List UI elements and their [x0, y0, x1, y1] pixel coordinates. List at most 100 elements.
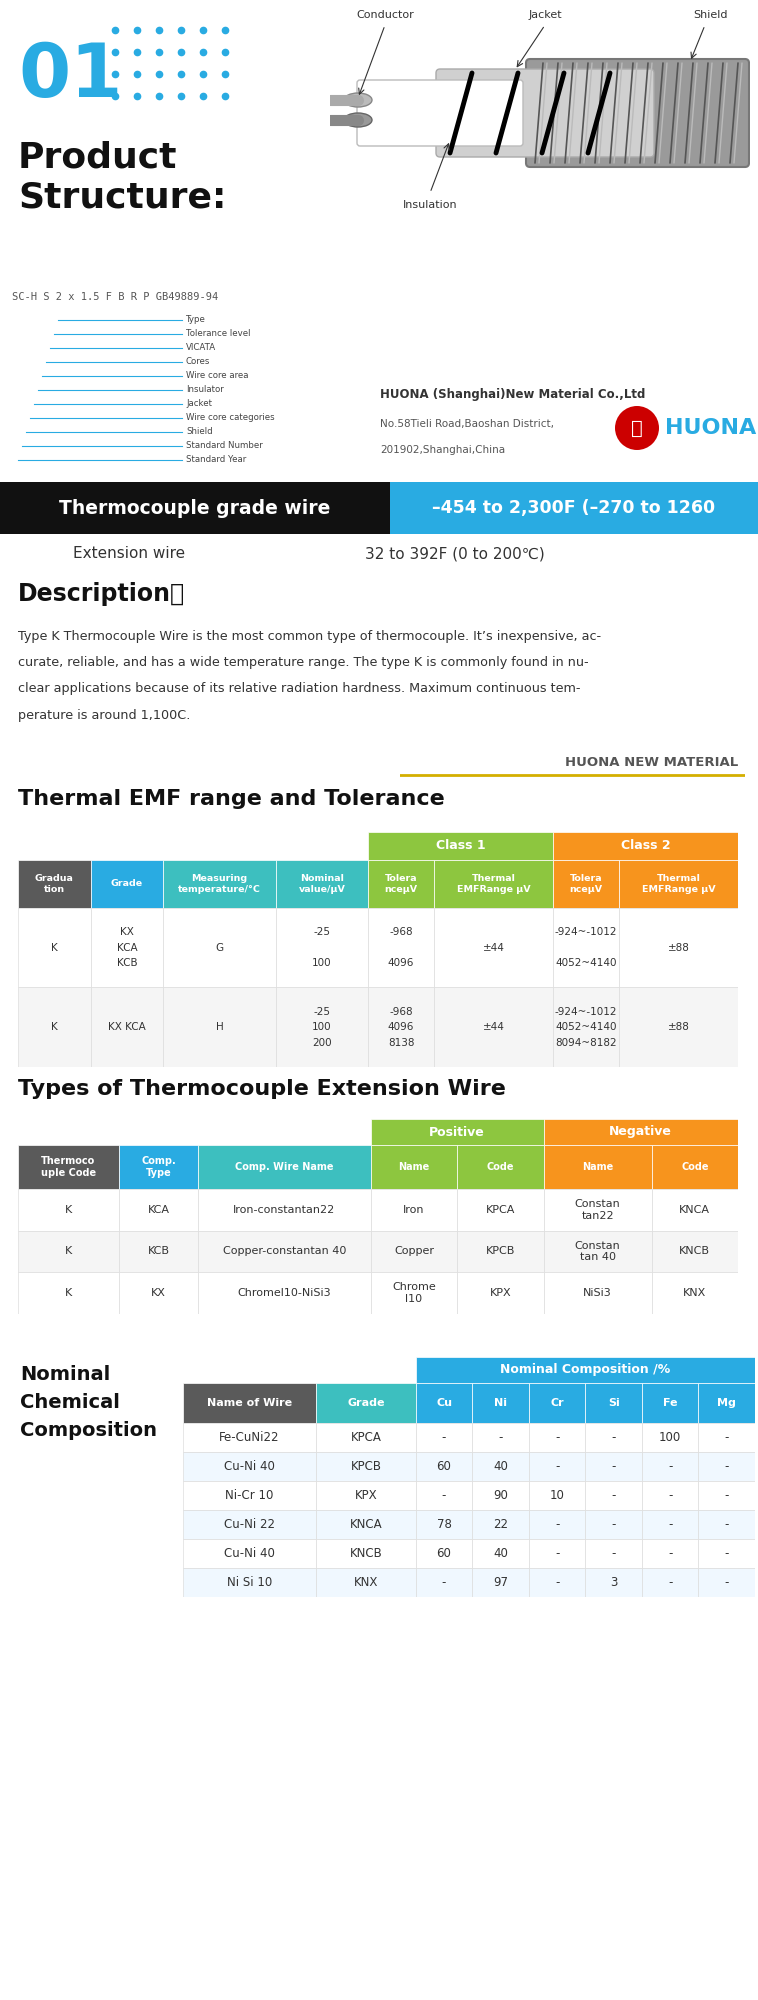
Text: -25

100: -25 100: [312, 928, 332, 968]
Text: KPCA: KPCA: [486, 1204, 515, 1214]
Bar: [472, 1510, 529, 1540]
Text: Code: Code: [681, 1162, 709, 1172]
Text: Conductor: Conductor: [356, 10, 414, 20]
Text: -968

4096: -968 4096: [388, 928, 415, 968]
Text: -: -: [612, 1518, 615, 1532]
Text: Extension wire: Extension wire: [73, 546, 185, 562]
Bar: [183, 1384, 316, 1424]
Bar: [434, 908, 553, 988]
Circle shape: [615, 406, 659, 450]
Text: –454 to 2,300F (–270 to 1260: –454 to 2,300F (–270 to 1260: [432, 498, 716, 516]
Text: perature is around 1,100C.: perature is around 1,100C.: [18, 708, 190, 722]
Bar: [371, 1188, 457, 1230]
Text: HUONA (Shanghai)New Material Co.,Ltd: HUONA (Shanghai)New Material Co.,Ltd: [380, 388, 645, 400]
Text: H: H: [215, 1022, 224, 1032]
Text: Chrome
l10: Chrome l10: [392, 1282, 436, 1304]
Text: Copper-constantan 40: Copper-constantan 40: [223, 1246, 346, 1256]
Text: Tolera
nceμV: Tolera nceμV: [569, 874, 603, 894]
Bar: [619, 988, 738, 1068]
Bar: [416, 1540, 472, 1568]
Bar: [553, 860, 619, 908]
Bar: [529, 1568, 585, 1596]
Bar: [198, 1230, 371, 1272]
Text: Wire core area: Wire core area: [186, 372, 249, 380]
Text: KX
KCA
KCB: KX KCA KCB: [117, 928, 137, 968]
Text: K: K: [64, 1246, 72, 1256]
Bar: [619, 860, 738, 908]
Text: Insulator: Insulator: [186, 386, 224, 394]
Text: Constan
tan 40: Constan tan 40: [575, 1240, 621, 1262]
Text: Grade: Grade: [111, 880, 143, 888]
Bar: [434, 988, 553, 1068]
Text: K: K: [64, 1288, 72, 1298]
Text: -: -: [555, 1518, 559, 1532]
Bar: [553, 832, 738, 860]
Text: Nominal Composition /%: Nominal Composition /%: [500, 1364, 671, 1376]
Text: ±44: ±44: [483, 1022, 505, 1032]
Text: Thermal EMF range and Tolerance: Thermal EMF range and Tolerance: [18, 788, 445, 808]
Bar: [18, 988, 91, 1068]
Bar: [91, 988, 163, 1068]
Text: -: -: [668, 1488, 672, 1502]
Bar: [18, 1144, 119, 1188]
Bar: [316, 1424, 416, 1452]
Bar: [371, 1144, 457, 1188]
Bar: [585, 1452, 642, 1480]
Bar: [642, 1424, 698, 1452]
Text: 97: 97: [493, 1576, 508, 1588]
Text: 78: 78: [437, 1518, 452, 1532]
Bar: [543, 1120, 738, 1144]
Bar: [0, 482, 390, 534]
Text: Chromel10-NiSi3: Chromel10-NiSi3: [237, 1288, 331, 1298]
Bar: [529, 1540, 585, 1568]
Bar: [472, 1452, 529, 1480]
Bar: [652, 1188, 738, 1230]
Bar: [698, 1452, 755, 1480]
Text: Types of Thermocouple Extension Wire: Types of Thermocouple Extension Wire: [18, 1078, 506, 1098]
Bar: [119, 1188, 198, 1230]
Text: KPX: KPX: [490, 1288, 511, 1298]
Bar: [18, 1230, 119, 1272]
Bar: [472, 1480, 529, 1510]
Bar: [619, 908, 738, 988]
Bar: [698, 1510, 755, 1540]
Text: Iron-constantan22: Iron-constantan22: [233, 1204, 336, 1214]
Text: -: -: [612, 1432, 615, 1444]
Bar: [198, 1188, 371, 1230]
Text: KNX: KNX: [354, 1576, 378, 1588]
Bar: [316, 1452, 416, 1480]
Bar: [18, 1272, 119, 1314]
Bar: [543, 1230, 652, 1272]
Bar: [698, 1480, 755, 1510]
Text: KNCA: KNCA: [679, 1204, 710, 1214]
Bar: [698, 1384, 755, 1424]
Text: 60: 60: [437, 1548, 452, 1560]
Text: Class 1: Class 1: [436, 840, 485, 852]
Bar: [642, 1510, 698, 1540]
Text: Shield: Shield: [693, 10, 727, 20]
Text: clear applications because of its relative radiation hardness. Maximum continuou: clear applications because of its relati…: [18, 682, 581, 696]
Bar: [585, 1568, 642, 1596]
Bar: [652, 1144, 738, 1188]
Text: Standard Year: Standard Year: [186, 456, 246, 464]
Text: Name: Name: [582, 1162, 613, 1172]
Text: KPCB: KPCB: [350, 1460, 381, 1472]
Text: Comp. Wire Name: Comp. Wire Name: [235, 1162, 334, 1172]
Text: 60: 60: [437, 1460, 452, 1472]
Text: Jacket: Jacket: [186, 400, 212, 408]
Text: Cu: Cu: [436, 1398, 452, 1408]
Text: Type K Thermocouple Wire is the most common type of thermocouple. It’s inexpensi: Type K Thermocouple Wire is the most com…: [18, 630, 601, 642]
Bar: [472, 1424, 529, 1452]
Bar: [183, 1568, 316, 1596]
Text: -: -: [725, 1548, 729, 1560]
Bar: [585, 1480, 642, 1510]
Bar: [91, 860, 163, 908]
Text: -: -: [725, 1460, 729, 1472]
Text: 40: 40: [493, 1460, 508, 1472]
Text: Jacket: Jacket: [528, 10, 562, 20]
Text: KNCA: KNCA: [349, 1518, 382, 1532]
Text: Comp.
Type: Comp. Type: [141, 1156, 176, 1178]
Text: -25
100
200: -25 100 200: [312, 1006, 332, 1048]
Text: 32 to 392F (0 to 200℃): 32 to 392F (0 to 200℃): [365, 546, 545, 562]
Bar: [316, 1480, 416, 1510]
